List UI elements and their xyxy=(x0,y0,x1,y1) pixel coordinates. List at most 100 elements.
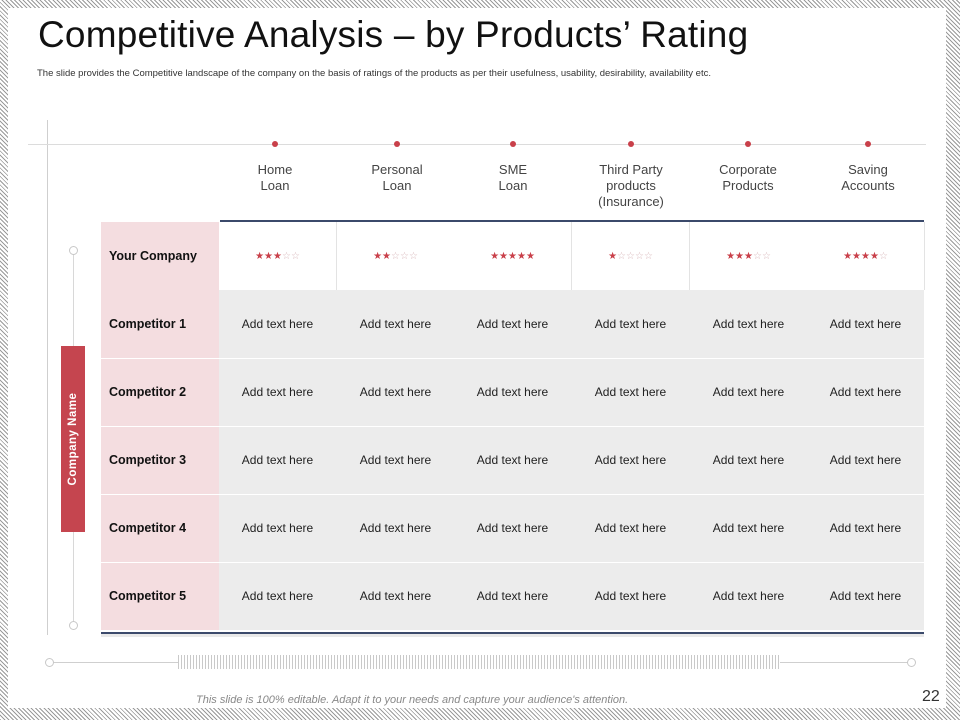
row-background xyxy=(219,426,924,494)
star-rating-icon: ★★★☆☆ xyxy=(255,251,300,262)
rating-cell: ★★★★☆ xyxy=(807,222,925,290)
star-empty-icon: ☆ xyxy=(399,250,409,262)
table-row: Competitor 1 Add text here Add text here Ad… xyxy=(101,290,924,358)
row-separator xyxy=(101,358,924,359)
decor-dot-top xyxy=(69,246,78,255)
table-cell[interactable]: Add text here xyxy=(712,589,785,603)
slide-title: Competitive Analysis – by Products’ Rati… xyxy=(38,14,749,55)
row-label: Your Company xyxy=(101,222,219,290)
rating-cell: ★★★★★ xyxy=(454,222,572,290)
table-row-your-company: Your Company ★★★☆☆ ★★☆☆☆ ★★★★★ ★☆☆☆☆ ★★★☆☆ ★★★… xyxy=(101,222,925,290)
row-separator xyxy=(101,562,924,563)
table-cell[interactable]: Add text here xyxy=(476,521,549,535)
table-row: Competitor 5 Add text here Add text here Ad… xyxy=(101,562,924,630)
table-row: Competitor 4 Add text here Add text here Ad… xyxy=(101,494,924,562)
table-cell[interactable]: Add text here xyxy=(829,589,902,603)
star-empty-icon: ☆ xyxy=(391,250,400,262)
table-cell[interactable]: Add text here xyxy=(476,453,549,467)
row-background xyxy=(219,358,924,426)
star-empty-icon: ☆ xyxy=(752,250,762,262)
table-cell[interactable]: Add text here xyxy=(359,385,432,399)
rating-cell: ★★★☆☆ xyxy=(690,222,808,290)
star-filled-icon: ★ xyxy=(525,250,535,262)
star-filled-icon: ★ xyxy=(373,250,383,262)
table-bottom-shadow xyxy=(101,634,924,637)
table-cell[interactable]: Add text here xyxy=(829,453,902,467)
table-cell[interactable]: Add text here xyxy=(712,385,785,399)
star-filled-icon: ★ xyxy=(735,250,745,262)
star-filled-icon: ★ xyxy=(508,250,517,262)
star-filled-icon: ★ xyxy=(516,250,526,262)
table-cell[interactable]: Add text here xyxy=(241,589,314,603)
star-empty-icon: ☆ xyxy=(634,250,644,262)
star-filled-icon: ★ xyxy=(861,250,870,262)
slide-subtitle: The slide provides the Competitive lands… xyxy=(37,68,711,79)
star-empty-icon: ☆ xyxy=(626,250,635,262)
table-cell[interactable]: Add text here xyxy=(241,317,314,331)
star-filled-icon: ★ xyxy=(744,250,753,262)
table-cell[interactable]: Add text here xyxy=(594,521,667,535)
table-cell[interactable]: Add text here xyxy=(712,317,785,331)
table-cell[interactable]: Add text here xyxy=(241,385,314,399)
column-dot xyxy=(394,141,400,147)
star-empty-icon: ☆ xyxy=(878,250,888,262)
table-cell[interactable]: Add text here xyxy=(712,521,785,535)
table-cell[interactable]: Add text here xyxy=(476,589,549,603)
column-header: SME Loan xyxy=(498,162,528,193)
decor-dot-bottom xyxy=(69,621,78,630)
decor-bottom-dot-right xyxy=(907,658,916,667)
row-label: Competitor 1 xyxy=(101,290,219,358)
star-rating-icon: ★☆☆☆☆ xyxy=(608,251,653,262)
table-cell[interactable]: Add text here xyxy=(829,317,902,331)
star-filled-icon: ★ xyxy=(255,250,265,262)
star-filled-icon: ★ xyxy=(843,250,853,262)
company-name-label-box xyxy=(61,346,85,532)
column-header: Third Party products (Insurance) xyxy=(598,162,664,209)
row-background xyxy=(219,290,924,358)
footer-note: This slide is 100% editable. Adapt it to… xyxy=(196,694,629,706)
table-cell[interactable]: Add text here xyxy=(712,453,785,467)
table-bottom-rule xyxy=(101,632,924,634)
table-cell[interactable]: Add text here xyxy=(476,385,549,399)
star-filled-icon: ★ xyxy=(273,250,282,262)
column-dot xyxy=(272,141,278,147)
header-rule xyxy=(220,220,924,222)
star-empty-icon: ☆ xyxy=(643,250,653,262)
row-separator xyxy=(101,426,924,427)
table-cell[interactable]: Add text here xyxy=(594,385,667,399)
table-cell[interactable]: Add text here xyxy=(476,317,549,331)
row-background xyxy=(219,494,924,562)
star-filled-icon: ★ xyxy=(382,250,392,262)
table-cell[interactable]: Add text here xyxy=(594,453,667,467)
rating-cell: ★☆☆☆☆ xyxy=(572,222,690,290)
table-cell[interactable]: Add text here xyxy=(359,317,432,331)
column-header: Personal Loan xyxy=(371,162,423,193)
table-cell[interactable]: Add text here xyxy=(241,453,314,467)
star-filled-icon: ★ xyxy=(608,250,618,262)
column-header: Saving Accounts xyxy=(841,162,895,193)
table-cell[interactable]: Add text here xyxy=(359,521,432,535)
star-rating-icon: ★★★★☆ xyxy=(843,251,888,262)
star-filled-icon: ★ xyxy=(499,250,509,262)
table-row: Competitor 3 Add text here Add text here Ad… xyxy=(101,426,924,494)
star-empty-icon: ☆ xyxy=(761,250,771,262)
table-cell[interactable]: Add text here xyxy=(594,317,667,331)
star-filled-icon: ★ xyxy=(726,250,736,262)
table-cell[interactable]: Add text here xyxy=(829,385,902,399)
table-cell[interactable]: Add text here xyxy=(594,589,667,603)
decor-vertical-line xyxy=(47,120,48,635)
star-empty-icon: ☆ xyxy=(408,250,418,262)
star-filled-icon: ★ xyxy=(264,250,274,262)
star-filled-icon: ★ xyxy=(490,250,500,262)
table-cell[interactable]: Add text here xyxy=(829,521,902,535)
row-label: Competitor 2 xyxy=(101,358,219,426)
star-rating-icon: ★★★☆☆ xyxy=(726,251,771,262)
table-cell[interactable]: Add text here xyxy=(241,521,314,535)
star-filled-icon: ★ xyxy=(852,250,862,262)
table-cell[interactable]: Add text here xyxy=(359,453,432,467)
table-row: Competitor 2 Add text here Add text here Ad… xyxy=(101,358,924,426)
star-empty-icon: ☆ xyxy=(290,250,300,262)
page-number: 22 xyxy=(922,688,940,705)
row-label: Competitor 5 xyxy=(101,562,219,630)
table-cell[interactable]: Add text here xyxy=(359,589,432,603)
